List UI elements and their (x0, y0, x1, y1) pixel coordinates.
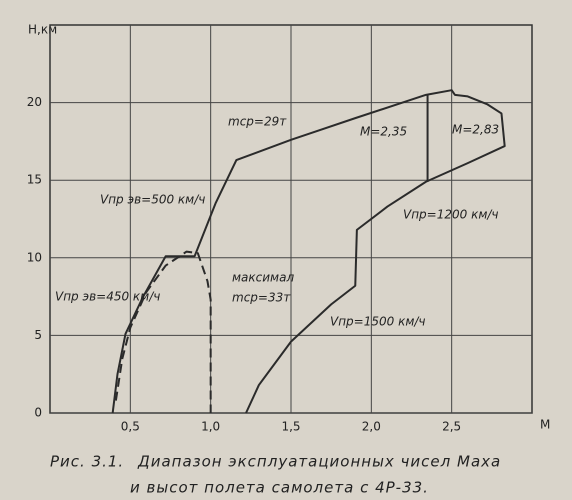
y-tick-label: 20 (27, 95, 42, 109)
annotation: максимал (232, 271, 294, 285)
annotation: Vпр эв=450 км/ч (55, 290, 160, 304)
x-axis-label: М (540, 418, 550, 432)
annotation: M=2,83 (452, 123, 499, 137)
annotation: mср=33т (232, 291, 291, 305)
annotation: Vпр=1500 км/ч (330, 315, 426, 329)
y-tick-label: 5 (34, 328, 42, 342)
annotation: Vпр=1200 км/ч (403, 208, 499, 222)
annotation: Vпр эв=500 км/ч (100, 193, 205, 207)
x-tick-label: 1,5 (281, 420, 300, 434)
caption-label: Рис. 3.1. (50, 453, 124, 471)
x-tick-label: 2,5 (442, 420, 461, 434)
y-tick-label: 10 (27, 250, 42, 264)
y-tick-label: 0 (34, 406, 42, 420)
x-tick-label: 1,0 (201, 420, 220, 434)
line (114, 250, 212, 413)
caption-line: и высот полета самолета с 4Р-33. (130, 479, 429, 497)
line (111, 89, 506, 414)
annotation: mср=29т (228, 115, 287, 129)
caption-line: Диапазон эксплуатационных чисел Маха (137, 453, 501, 471)
x-tick-label: 0,5 (121, 420, 140, 434)
y-tick-label: 15 (27, 173, 42, 187)
x-tick-label: 2,0 (362, 420, 381, 434)
annotation: M=2,35 (360, 125, 407, 139)
